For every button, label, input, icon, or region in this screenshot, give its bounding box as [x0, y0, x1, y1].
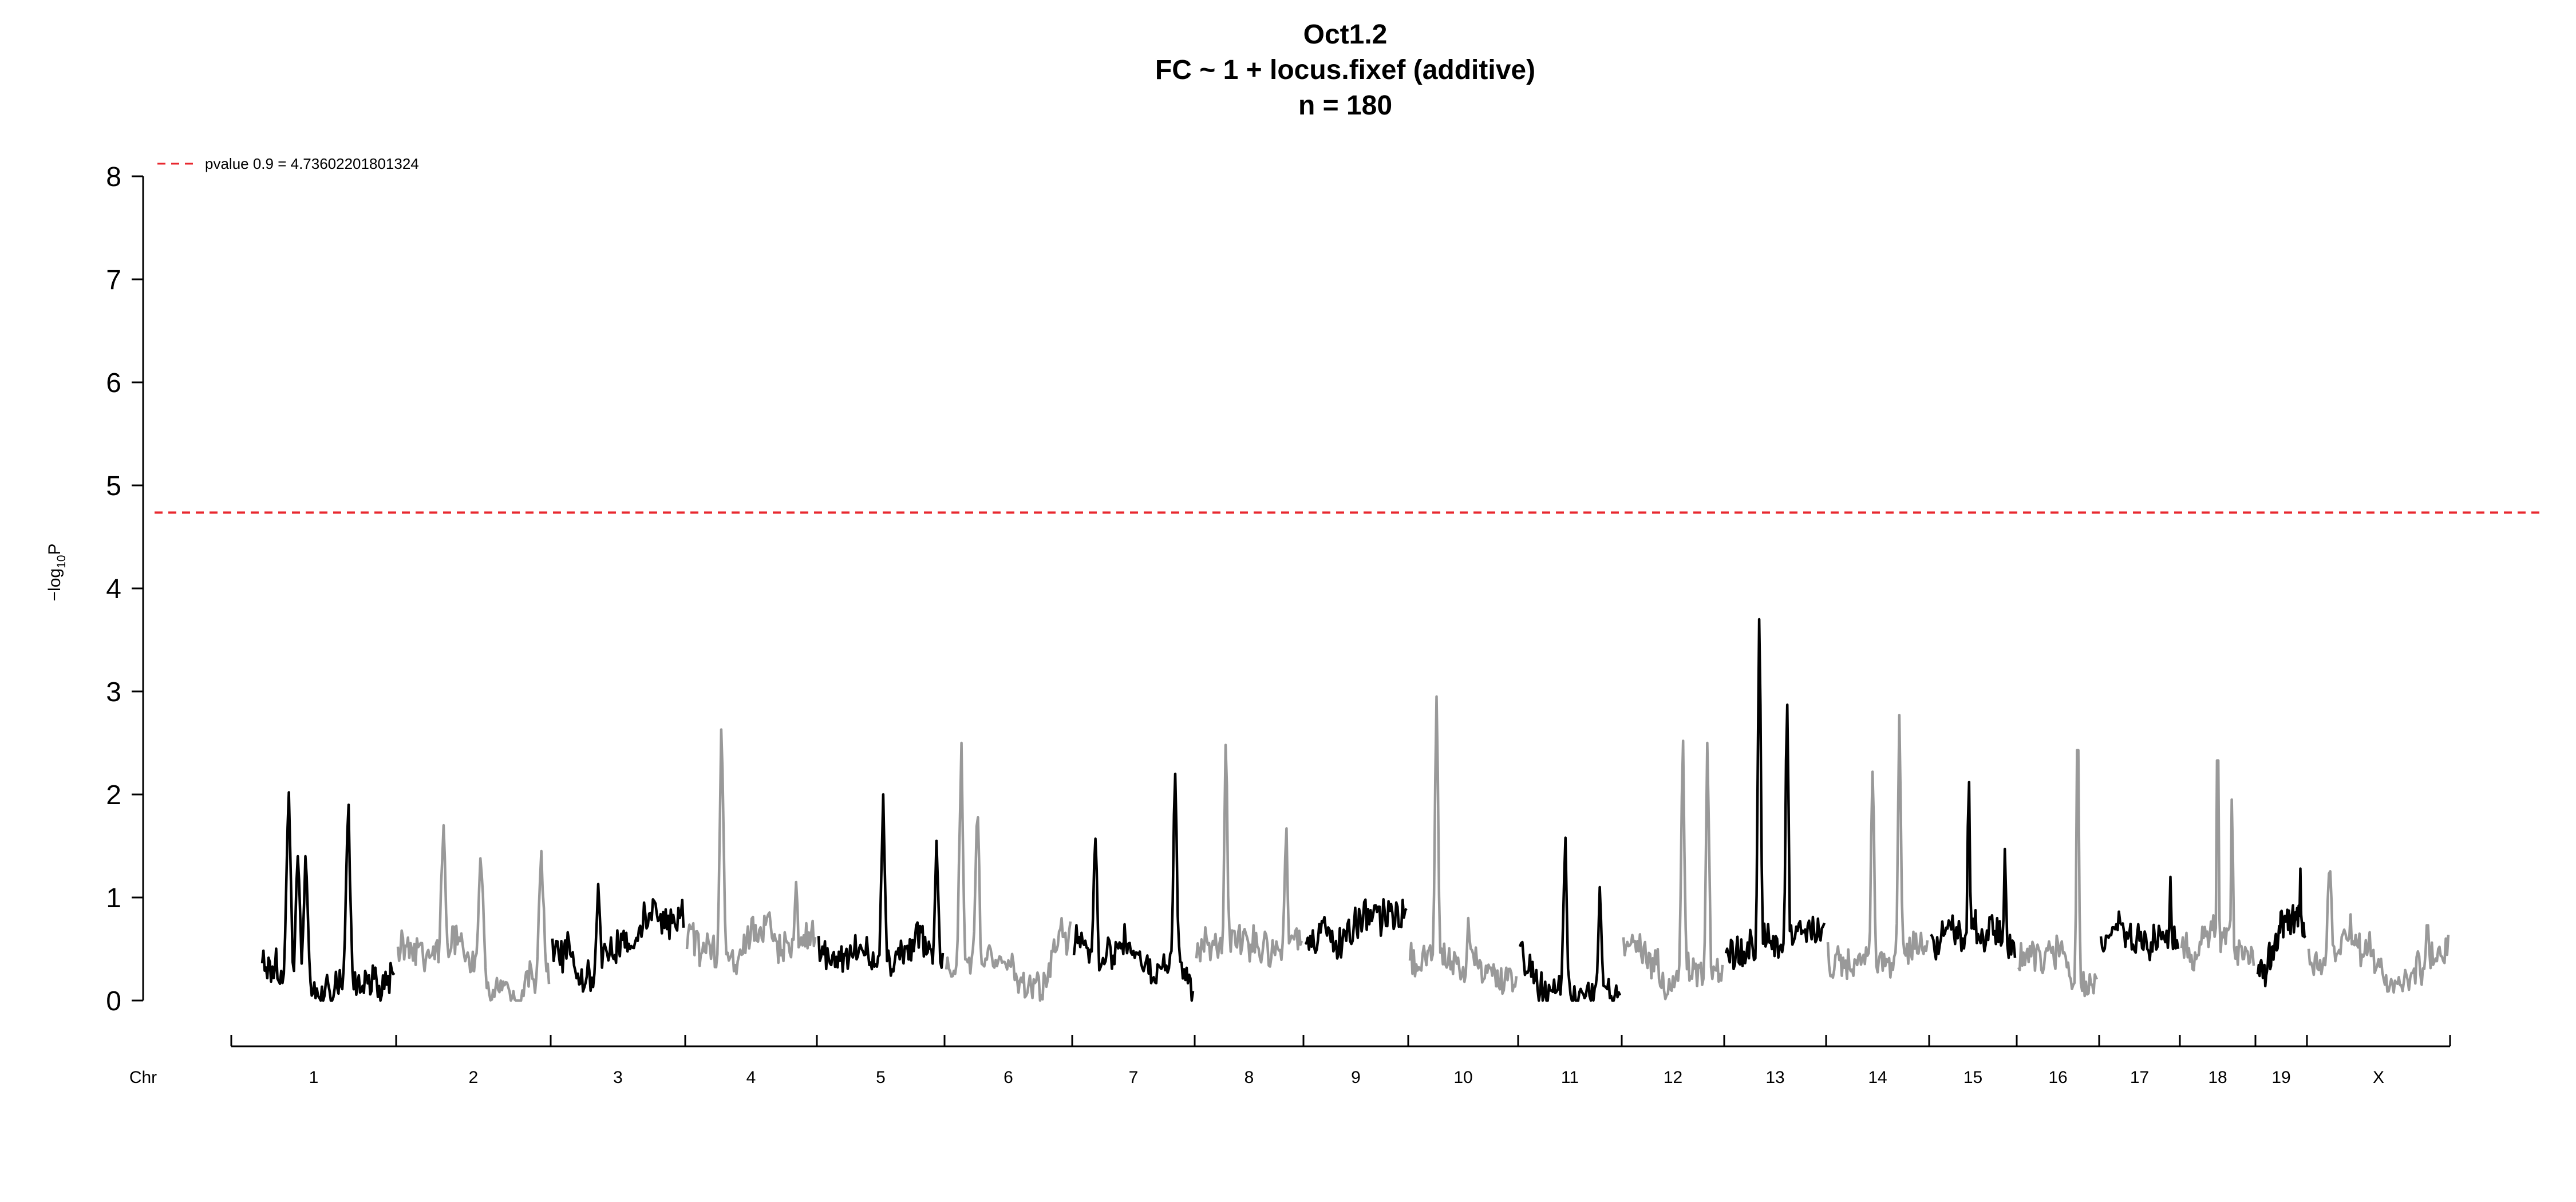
chromosome-label-4: 4 — [746, 1068, 756, 1087]
y-axis: 0 1 2 3 4 5 6 7 8 — [106, 162, 144, 1017]
chromosome-label-16: 16 — [2048, 1068, 2067, 1087]
chromosome-series-12 — [1622, 740, 1724, 1001]
chromosome-axis: 1 2 3 4 5 6 7 8 9 10 11 12 13 14 15 16 17 18 19 X — [230, 1035, 2451, 1087]
y-tick-label: 5 — [106, 471, 121, 501]
chromosome-label-15: 15 — [1963, 1068, 1982, 1087]
x-axis-label: Chr — [129, 1068, 157, 1087]
chromosome-series-1 — [260, 791, 396, 1002]
chromosome-series-7 — [1072, 772, 1195, 1002]
chart-title: Oct1.2 — [1303, 19, 1388, 50]
chromosome-series-18 — [2180, 759, 2255, 972]
legend-threshold-label: pvalue 0.9 = 4.73602201801324 — [205, 155, 419, 172]
chromosome-label-1: 1 — [309, 1068, 319, 1087]
chromosome-label-5: 5 — [876, 1068, 886, 1087]
chart-titles: Oct1.2 FC ~ 1 + locus.fixef (additive) n… — [0, 17, 2576, 124]
chromosome-label-12: 12 — [1664, 1068, 1682, 1087]
chromosome-label-7: 7 — [1129, 1068, 1139, 1087]
chromosome-label-10: 10 — [1453, 1068, 1472, 1087]
y-tick-label: 6 — [106, 368, 121, 398]
chromosome-label-3: 3 — [613, 1068, 623, 1087]
chart-sample-size: n = 180 — [1298, 90, 1393, 121]
chart-subtitle: FC ~ 1 + locus.fixef (additive) — [1155, 55, 1536, 85]
chromosome-series-group — [260, 618, 2450, 1002]
chromosome-label-9: 9 — [1351, 1068, 1361, 1087]
chromosome-label-8: 8 — [1244, 1068, 1254, 1087]
chromosome-series-8 — [1195, 744, 1303, 968]
chromosome-label-11: 11 — [1561, 1068, 1579, 1087]
chromosome-series-10 — [1408, 695, 1518, 995]
chromosome-series-11 — [1518, 836, 1622, 1002]
chromosome-series-2 — [396, 824, 551, 1002]
chromosome-label-18: 18 — [2208, 1068, 2227, 1087]
chromosome-series-4 — [685, 728, 817, 975]
y-tick-label: 2 — [106, 780, 121, 810]
chromosome-series-6 — [945, 741, 1072, 1002]
chromosome-series-19 — [2256, 867, 2307, 987]
chromosome-label-X: X — [2373, 1068, 2384, 1087]
chromosome-label-14: 14 — [1868, 1068, 1887, 1087]
legend: pvalue 0.9 = 4.73602201801324 — [157, 155, 419, 172]
chromosome-series-9 — [1304, 898, 1408, 960]
y-tick-label: 3 — [106, 677, 121, 707]
chromosome-label-17: 17 — [2130, 1068, 2149, 1087]
y-tick-label: 7 — [106, 265, 121, 295]
chromosome-series-16 — [2017, 749, 2099, 998]
chromosome-label-6: 6 — [1003, 1068, 1013, 1087]
chromosome-label-13: 13 — [1765, 1068, 1784, 1087]
y-axis-label: −log10P — [45, 544, 68, 602]
chromosome-series-X — [2307, 870, 2450, 994]
chromosome-series-15 — [1930, 781, 2017, 961]
chromosome-label-2: 2 — [469, 1068, 479, 1087]
chromosome-series-3 — [551, 883, 685, 993]
chromosome-series-14 — [1826, 714, 1929, 980]
y-tick-label: 8 — [106, 162, 121, 192]
y-tick-label: 0 — [106, 986, 121, 1017]
chromosome-series-13 — [1724, 618, 1826, 971]
chromosome-label-19: 19 — [2271, 1068, 2290, 1087]
chromosome-series-17 — [2099, 875, 2180, 962]
y-tick-label: 1 — [106, 883, 121, 914]
chromosome-series-5 — [817, 793, 945, 977]
y-tick-label: 4 — [106, 574, 121, 604]
